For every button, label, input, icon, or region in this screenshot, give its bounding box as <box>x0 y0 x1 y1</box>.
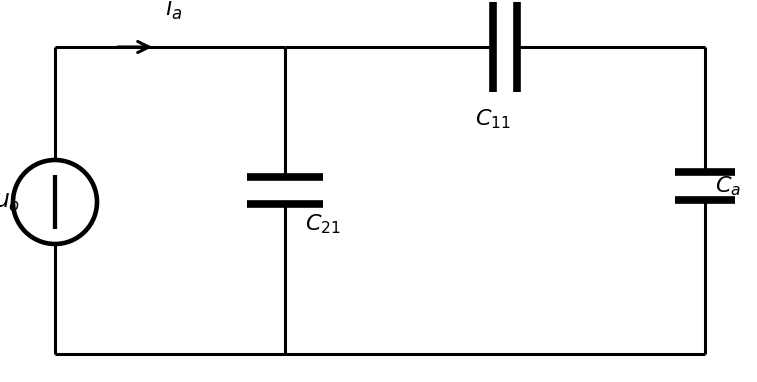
Text: $C_a$: $C_a$ <box>715 174 741 198</box>
Text: $C_{21}$: $C_{21}$ <box>305 212 341 236</box>
Text: $C_{11}$: $C_{11}$ <box>475 107 511 131</box>
Text: $u_o$: $u_o$ <box>0 190 20 214</box>
Text: $i_a$: $i_a$ <box>165 0 182 22</box>
